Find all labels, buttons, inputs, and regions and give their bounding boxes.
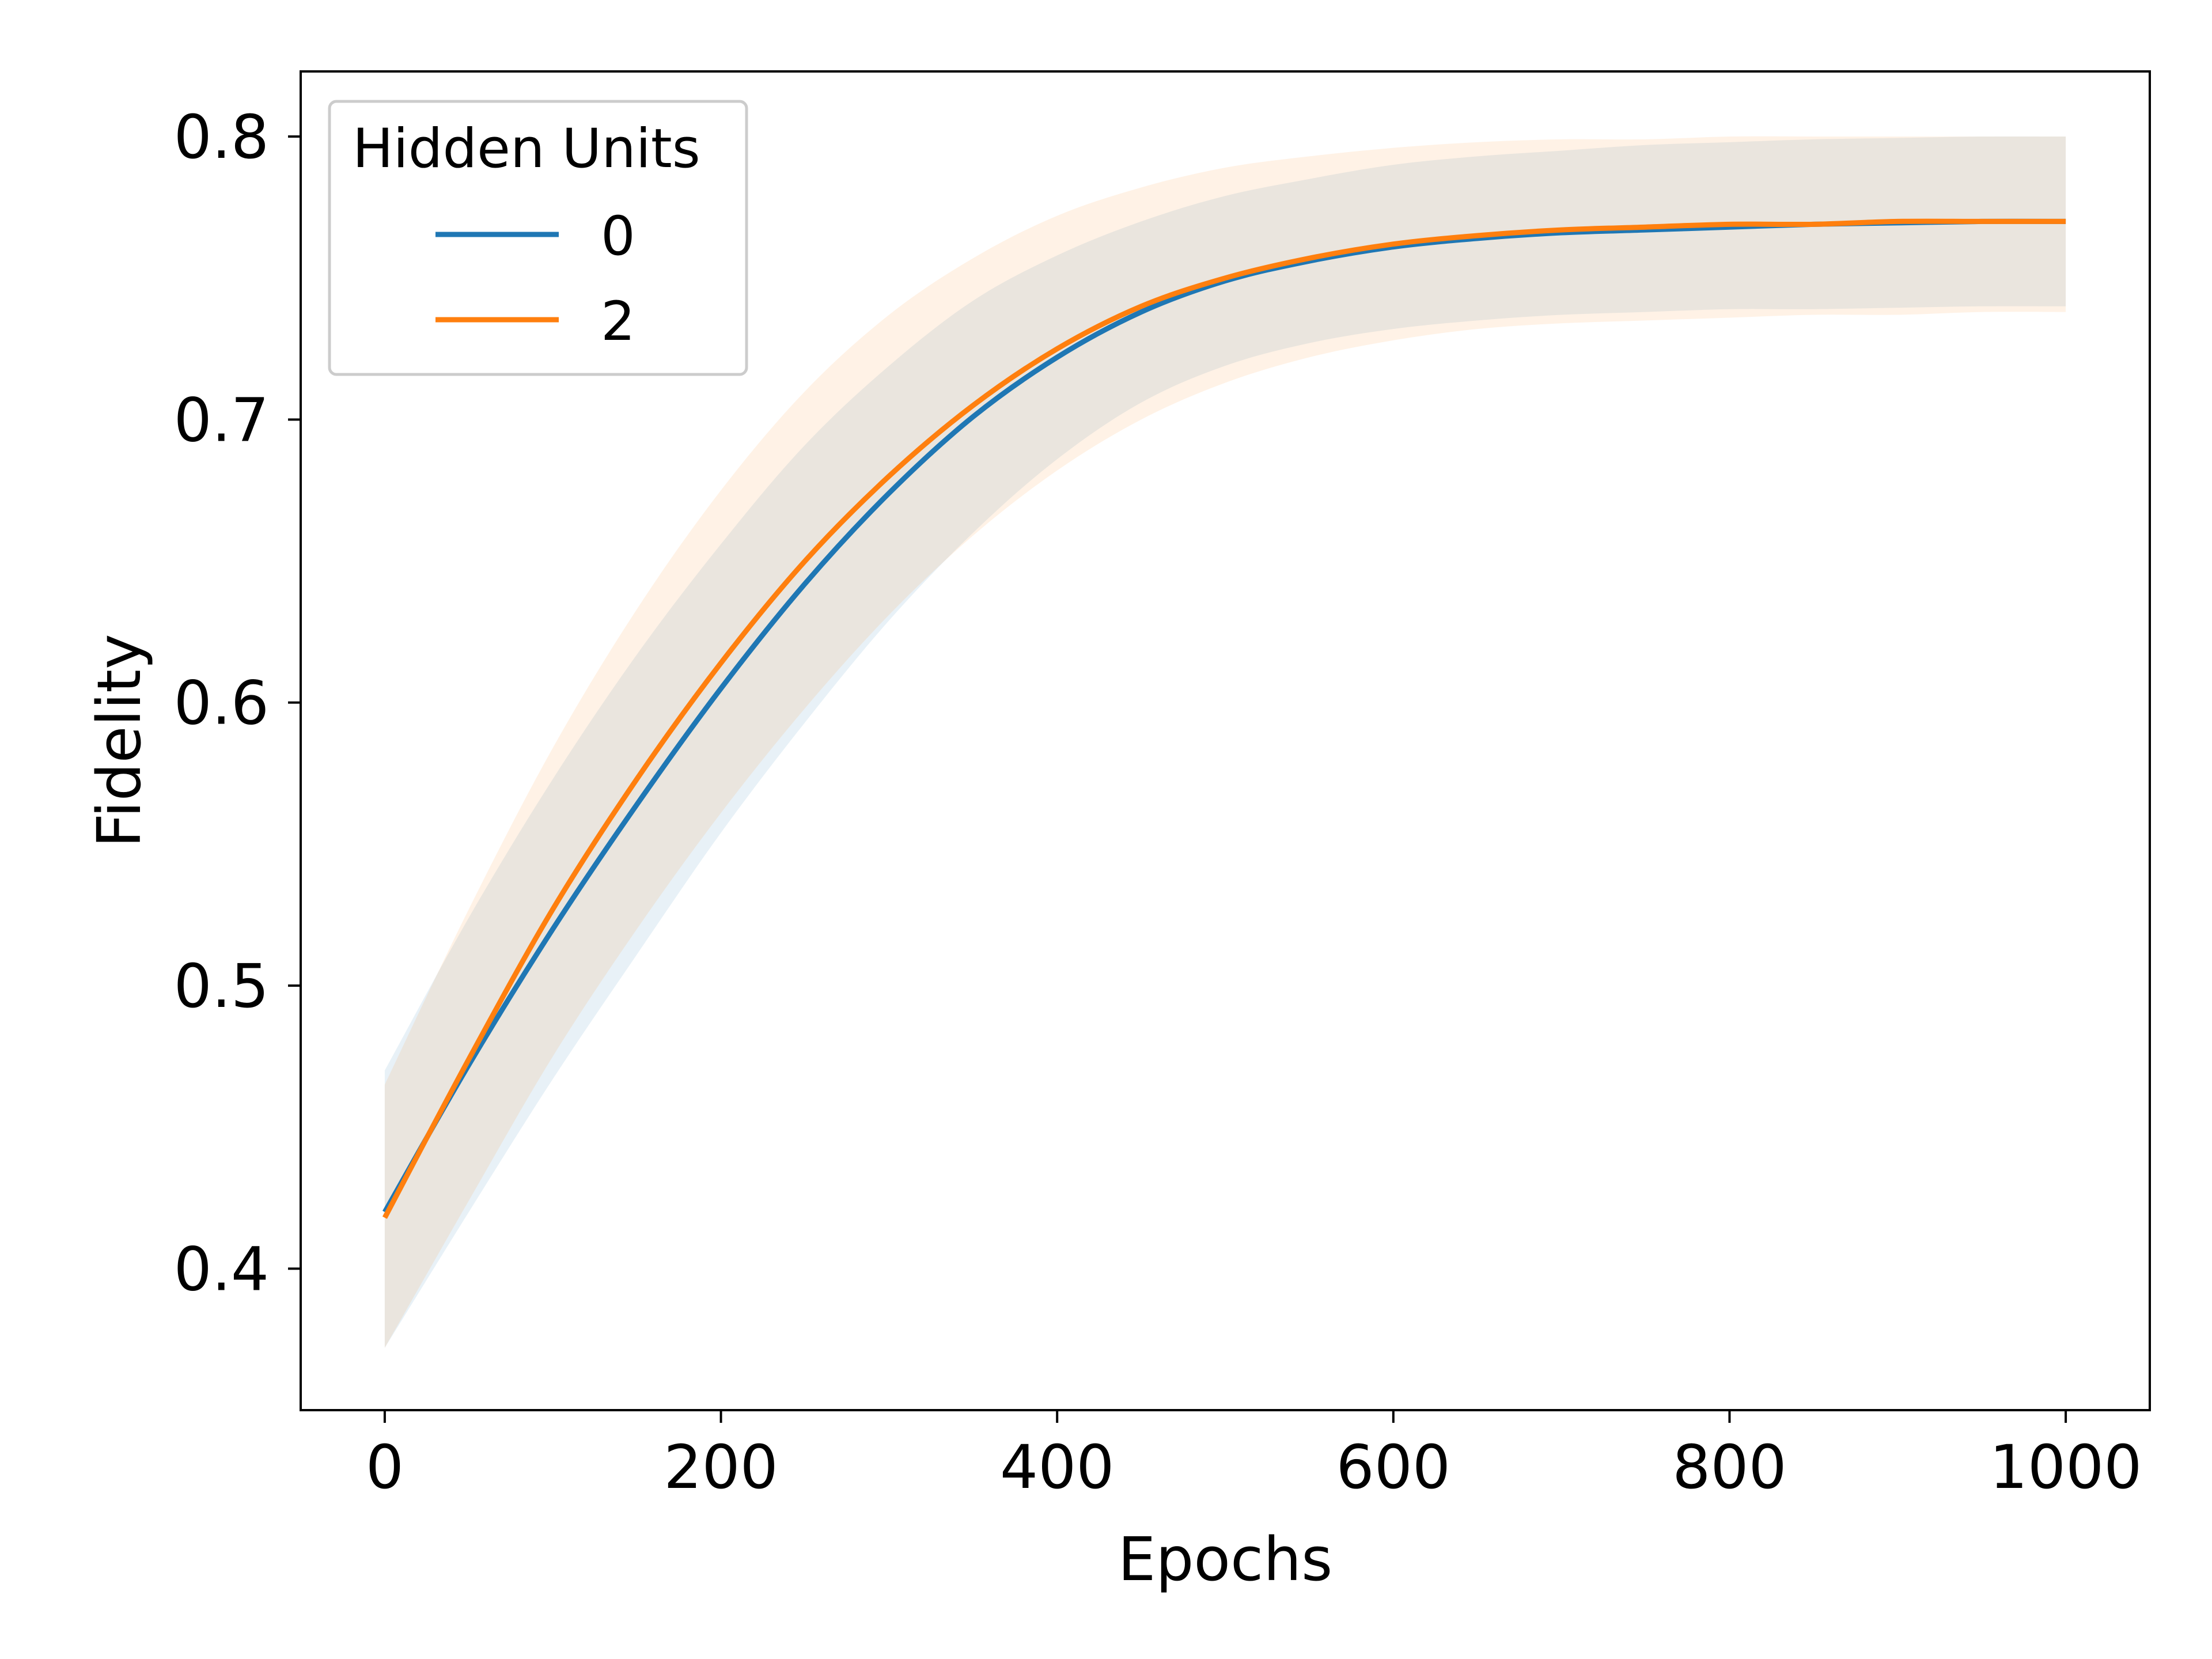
plot-frame: [300, 70, 2151, 1411]
legend-items: 02: [435, 205, 635, 353]
y-tick-label: 0.5: [174, 951, 269, 1021]
confidence-band-series-2: [384, 136, 2066, 1348]
x-tick-label: 400: [1000, 1432, 1115, 1502]
y-tick-label: 0.8: [174, 102, 269, 172]
y-tick-label: 0.4: [174, 1234, 269, 1304]
x-tick-label: 1000: [1990, 1432, 2142, 1502]
legend: Hidden Units 02: [328, 100, 748, 376]
legend-label: 2: [601, 290, 635, 353]
x-tick-label: 0: [366, 1432, 404, 1502]
y-tick-label: 0.6: [174, 668, 269, 738]
x-tick-label: 800: [1672, 1432, 1787, 1502]
x-axis: 0 200 400 600 800 1000: [366, 1410, 2142, 1502]
y-tick-label: 0.7: [174, 385, 269, 455]
x-tick-label: 200: [664, 1432, 778, 1502]
confidence-band-series-0: [384, 136, 2066, 1348]
series-lines: [382, 218, 2066, 1219]
confidence-bands: [384, 136, 2066, 1348]
x-axis-label: Epochs: [1118, 1524, 1333, 1594]
x-tick-label: 600: [1336, 1432, 1451, 1502]
legend-label: 0: [601, 205, 635, 268]
y-axis-label: Fidelity: [84, 634, 154, 847]
legend-box: [328, 100, 748, 376]
line-series-2: [382, 218, 2066, 1219]
y-axis: 0.4 0.5 0.6 0.7 0.8: [174, 102, 301, 1304]
legend-title: Hidden Units: [353, 118, 700, 180]
